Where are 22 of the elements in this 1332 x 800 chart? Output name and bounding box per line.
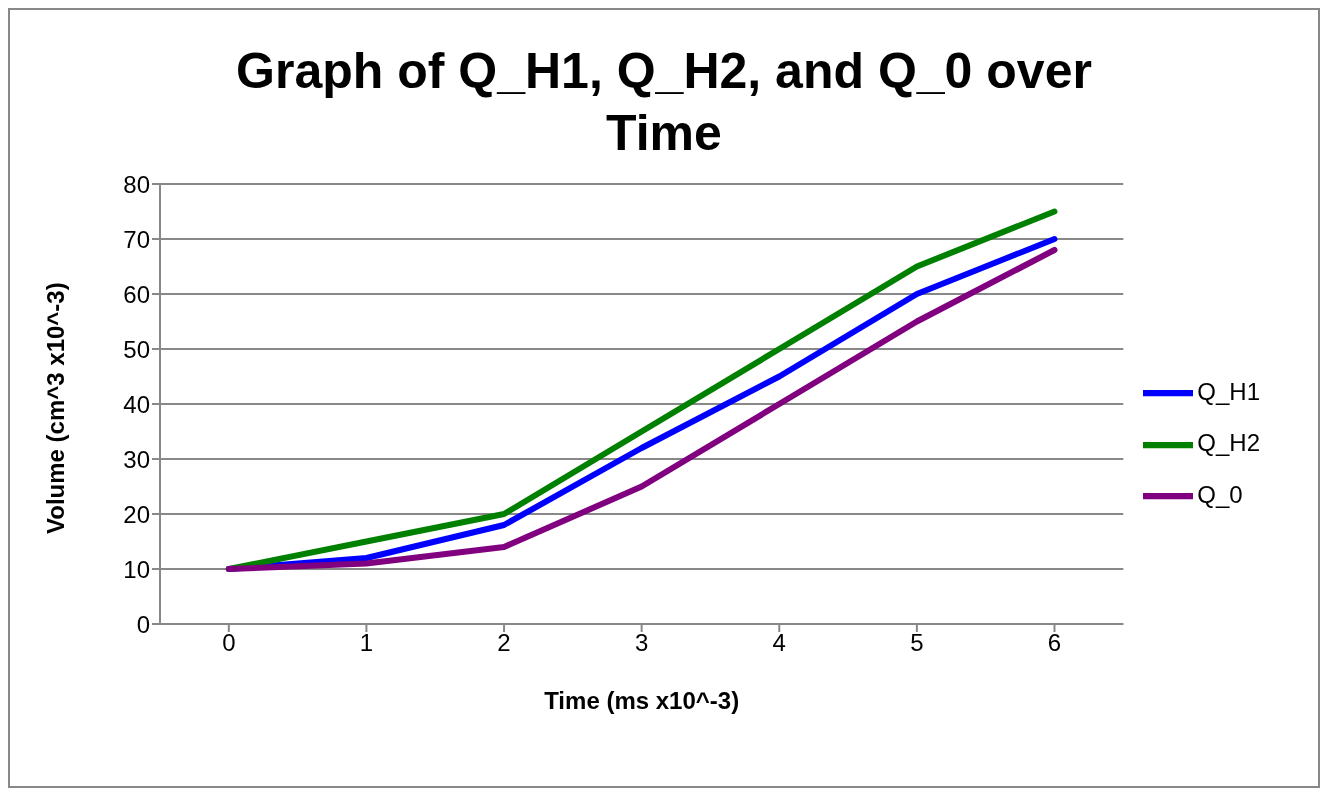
y-tick-label: 50	[123, 335, 150, 363]
y-tick-label: 40	[123, 390, 150, 418]
y-axis-title: Volume (cm^3 x10^-3)	[41, 282, 69, 534]
y-tick-label: 10	[123, 555, 150, 583]
x-tick-label: 3	[634, 629, 649, 657]
y-tick-label: 20	[123, 500, 150, 528]
y-tick-label: 0	[136, 610, 150, 638]
x-axis-title: Time (ms x10^-3)	[544, 687, 740, 714]
chart-title: Graph of Q_H1, Q_H2, and Q_0 over Time	[235, 42, 1093, 163]
x-tick-label: 2	[497, 629, 511, 657]
y-tick-label: 80	[123, 170, 150, 198]
legend-label: Q_0	[1197, 480, 1243, 508]
y-tick-label: 60	[123, 280, 150, 308]
y-tick-label: 70	[123, 225, 150, 253]
x-tick-label: 4	[772, 629, 786, 657]
x-tick-label: 0	[222, 629, 236, 657]
x-tick-label: 1	[359, 629, 374, 657]
x-tick-label: 6	[1047, 629, 1062, 657]
x-tick-label: 5	[910, 629, 924, 657]
legend-label: Q_H2	[1197, 429, 1260, 457]
legend-label: Q_H1	[1197, 377, 1260, 405]
y-tick-label: 30	[123, 445, 150, 473]
